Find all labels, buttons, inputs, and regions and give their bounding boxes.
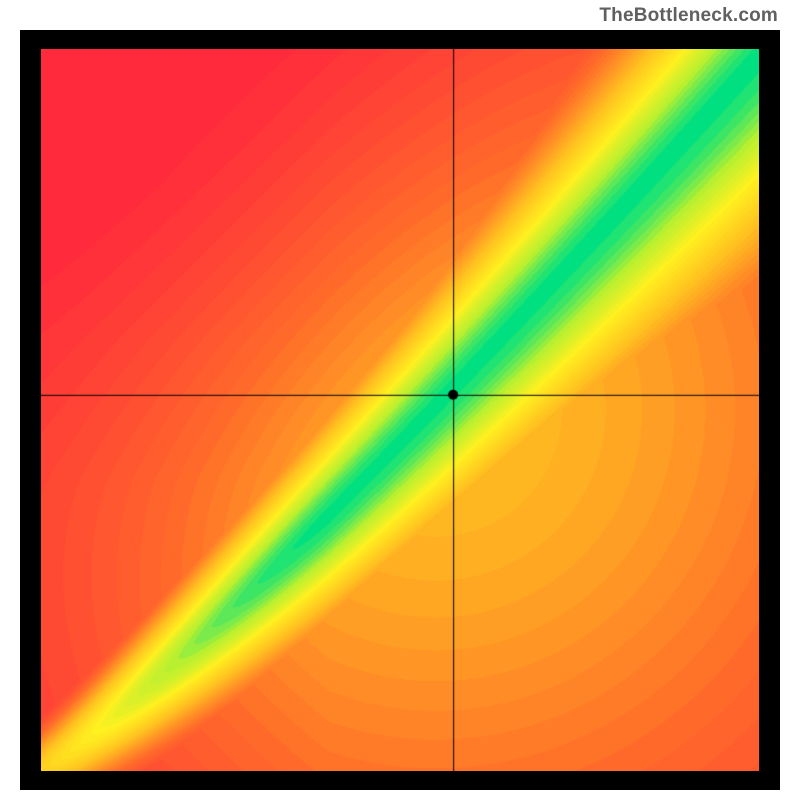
watermark-text: TheBottleneck.com	[599, 5, 778, 27]
heatmap-canvas	[41, 49, 759, 771]
chart-container: TheBottleneck.com	[0, 0, 800, 800]
chart-frame	[20, 30, 780, 790]
